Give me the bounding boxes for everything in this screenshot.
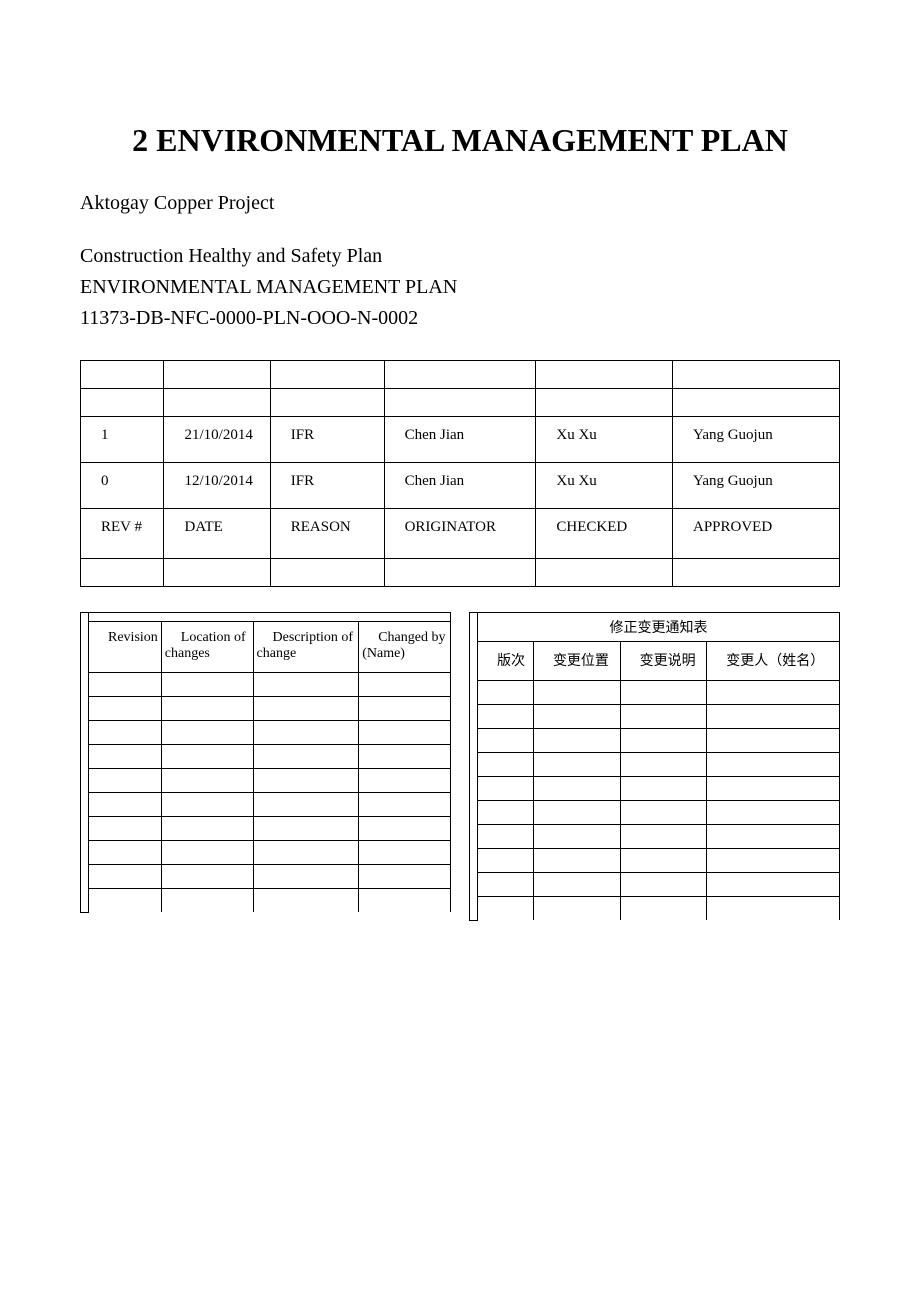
approved-cell: Yang Guojun [672, 416, 839, 462]
table-row [470, 872, 840, 896]
table-row [81, 792, 451, 816]
rev-cell: 1 [81, 416, 164, 462]
table-row [470, 800, 840, 824]
table-row [81, 672, 451, 696]
narrow-col [81, 612, 89, 912]
table-row [81, 360, 840, 388]
date-cell: 12/10/2014 [164, 462, 270, 508]
doc-line-1: Construction Healthy and Safety Plan [80, 245, 840, 268]
col-header: DATE [164, 508, 270, 558]
change-table-left: Revision Location of changes Description… [80, 612, 451, 913]
col-header: REASON [270, 508, 384, 558]
col-header: Description of change [253, 621, 359, 672]
table-row [81, 816, 451, 840]
table-row [470, 848, 840, 872]
table-header-row: REV # DATE REASON ORIGINATOR CHECKED APP… [81, 508, 840, 558]
right-table-header: 修正变更通知表 [478, 612, 840, 641]
checked-cell: Xu Xu [536, 462, 673, 508]
table-row [81, 888, 451, 912]
document-title: 2 ENVIRONMENTAL MANAGEMENT PLAN [80, 120, 840, 162]
col-header: REV # [81, 508, 164, 558]
col-header: 变更说明 [620, 641, 707, 680]
table-row [470, 704, 840, 728]
col-header: 变更位置 [533, 641, 620, 680]
table-row [81, 864, 451, 888]
originator-cell: Chen Jian [384, 462, 536, 508]
table-row [81, 768, 451, 792]
table-header-row: Revision Location of changes Description… [81, 621, 451, 672]
col-header: APPROVED [672, 508, 839, 558]
table-row [81, 840, 451, 864]
change-table-right: 修正变更通知表 版次 变更位置 变更说明 变更人（姓名） [469, 612, 840, 921]
checked-cell: Xu Xu [536, 416, 673, 462]
table-row [470, 680, 840, 704]
col-header: Revision [89, 621, 162, 672]
reason-cell: IFR [270, 462, 384, 508]
table-row [470, 776, 840, 800]
col-header: 变更人（姓名） [707, 641, 840, 680]
project-subtitle: Aktogay Copper Project [80, 192, 840, 215]
table-row: 1 21/10/2014 IFR Chen Jian Xu Xu Yang Gu… [81, 416, 840, 462]
col-header: ORIGINATOR [384, 508, 536, 558]
reason-cell: IFR [270, 416, 384, 462]
originator-cell: Chen Jian [384, 416, 536, 462]
table-row [81, 696, 451, 720]
table-row: 0 12/10/2014 IFR Chen Jian Xu Xu Yang Gu… [81, 462, 840, 508]
change-tables-row: Revision Location of changes Description… [80, 612, 840, 921]
subtitle-block: Aktogay Copper Project Construction Heal… [80, 192, 840, 330]
merged-header-row [81, 612, 451, 621]
narrow-col [470, 612, 478, 920]
table-row [470, 824, 840, 848]
table-row [81, 558, 840, 586]
revision-table: 1 21/10/2014 IFR Chen Jian Xu Xu Yang Gu… [80, 360, 840, 587]
col-header: CHECKED [536, 508, 673, 558]
merged-header-row: 修正变更通知表 [470, 612, 840, 641]
approved-cell: Yang Guojun [672, 462, 839, 508]
left-table-header [89, 612, 451, 621]
rev-cell: 0 [81, 462, 164, 508]
change-table-left-wrapper: Revision Location of changes Description… [80, 612, 451, 921]
table-row [470, 728, 840, 752]
table-header-row: 版次 变更位置 变更说明 变更人（姓名） [470, 641, 840, 680]
date-cell: 21/10/2014 [164, 416, 270, 462]
table-row [81, 388, 840, 416]
table-row [81, 744, 451, 768]
doc-line-2: ENVIRONMENTAL MANAGEMENT PLAN [80, 276, 840, 299]
col-header: Changed by (Name) [359, 621, 451, 672]
doc-line-3: 11373-DB-NFC-0000-PLN-OOO-N-0002 [80, 307, 840, 330]
table-row [81, 720, 451, 744]
change-table-right-wrapper: 修正变更通知表 版次 变更位置 变更说明 变更人（姓名） [469, 612, 840, 921]
table-row [470, 896, 840, 920]
col-header: 版次 [478, 641, 534, 680]
table-row [470, 752, 840, 776]
col-header: Location of changes [161, 621, 253, 672]
